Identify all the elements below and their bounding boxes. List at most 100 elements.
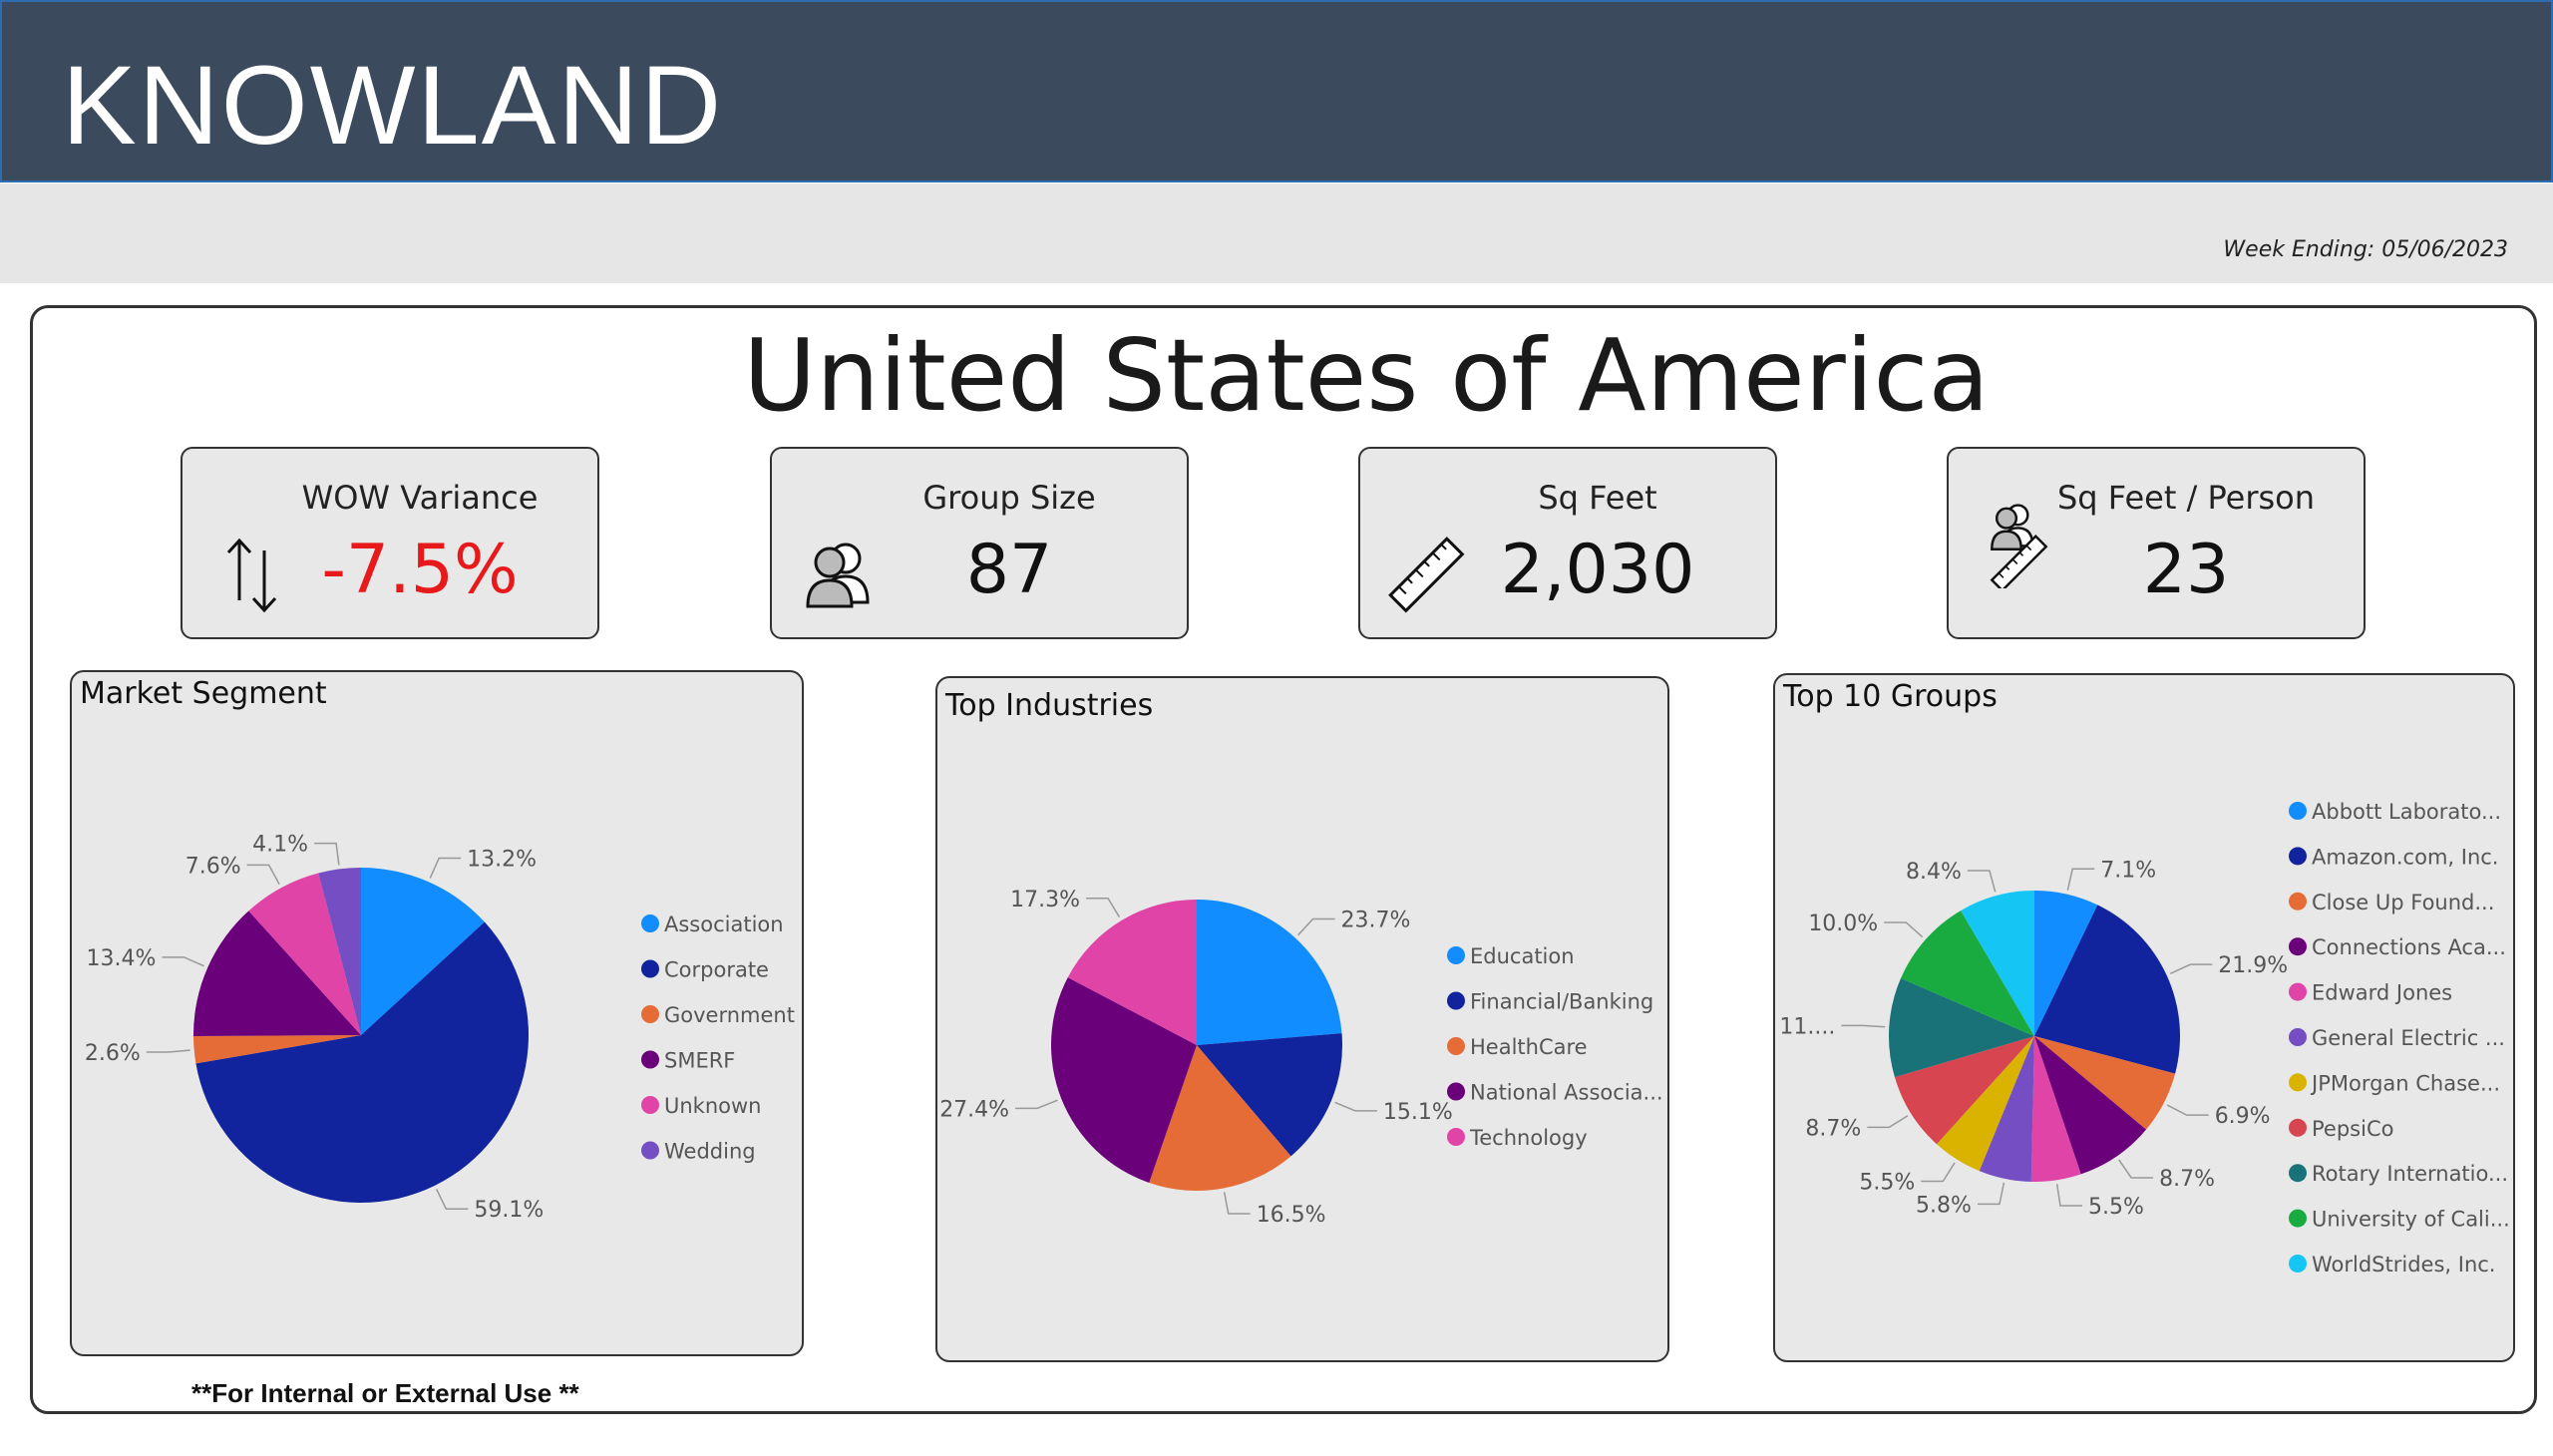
leader-line: [1086, 898, 1121, 918]
leader-line: [1297, 917, 1335, 936]
pie-slice[interactable]: [2034, 891, 2098, 1036]
pie-slice[interactable]: [1149, 1045, 1291, 1191]
data-label: 5.5%: [2088, 1195, 2144, 1220]
pie-slice[interactable]: [318, 868, 361, 1035]
legend-label[interactable]: General Electric ...: [2312, 1026, 2505, 1050]
legend-marker: [641, 1096, 659, 1114]
legend-label[interactable]: Unknown: [664, 1094, 761, 1118]
chart-title: Top 10 Groups: [1783, 679, 1998, 714]
kpi-title: Group Size: [922, 479, 1096, 517]
data-label: 10.0%: [1808, 911, 1878, 936]
pie-slice[interactable]: [1894, 1036, 2034, 1145]
pie-slice[interactable]: [1901, 910, 2034, 1036]
brand-logo-text: KNOWLAND: [62, 43, 724, 168]
leader-line: [1921, 1162, 1956, 1183]
legend-label[interactable]: Rotary Internatio...: [2312, 1162, 2508, 1186]
people-ruler-icon: [1990, 504, 2048, 588]
legend-label[interactable]: PepsiCo: [2312, 1117, 2393, 1141]
legend-marker: [2289, 1073, 2307, 1092]
pie-slice[interactable]: [1961, 891, 2034, 1036]
legend-label[interactable]: Close Up Found...: [2312, 891, 2494, 914]
legend-label[interactable]: HealthCare: [1470, 1035, 1588, 1059]
legend-marker: [1447, 946, 1465, 964]
pie-slice[interactable]: [2034, 1036, 2147, 1175]
legend-marker: [2289, 847, 2307, 866]
leader-line: [1884, 921, 1924, 938]
market-segment-chart: Market Segment 13.2% 59.1% 2.6% 13.4% 7.6% 4.…: [70, 670, 804, 1356]
pie-slice[interactable]: [1067, 900, 1197, 1045]
legend-label[interactable]: WorldStrides, Inc.: [2312, 1253, 2495, 1276]
kpi-title: Sq Feet / Person: [2056, 479, 2316, 517]
data-label: 5.5%: [1859, 1171, 1915, 1196]
pie-slice[interactable]: [361, 868, 485, 1035]
data-label: 5.8%: [1916, 1193, 1972, 1218]
header-bar: KNOWLAND: [0, 0, 2553, 182]
legend-label[interactable]: National Associa...: [1470, 1081, 1663, 1105]
top-industries-chart: Top Industries 23.7% 15.1% 16.5% 27.4% 17.3%…: [935, 676, 1669, 1362]
legend-label[interactable]: Connections Aca...: [2312, 935, 2506, 959]
leader-line: [1867, 1115, 1909, 1129]
data-label: 7.6%: [185, 854, 241, 879]
legend-marker: [1447, 991, 1465, 1010]
legend-label[interactable]: Association: [664, 912, 784, 936]
legend-label[interactable]: Government: [664, 1003, 795, 1027]
pie-slice[interactable]: [1889, 977, 2034, 1078]
legend-marker: [641, 959, 659, 978]
legend-label[interactable]: Edward Jones: [2312, 981, 2452, 1005]
legend-marker: [641, 1050, 659, 1069]
legend-label[interactable]: Technology: [1469, 1126, 1588, 1150]
data-label: 8.7%: [2159, 1167, 2215, 1192]
legend-label[interactable]: Amazon.com, Inc.: [2312, 845, 2498, 869]
pie-slice[interactable]: [1197, 1033, 1342, 1157]
legend-marker: [1447, 1082, 1465, 1101]
pie-slice[interactable]: [1979, 1036, 2034, 1182]
data-label: 59.1%: [474, 1198, 544, 1223]
kpi-card-sq-feet: Sq Feet 2,030: [1358, 447, 1777, 639]
pie-slice[interactable]: [1051, 977, 1197, 1183]
pie-slice[interactable]: [2034, 1036, 2176, 1130]
leader-line: [429, 857, 462, 879]
legend-label[interactable]: Corporate: [664, 958, 769, 982]
kpi-card-sq-feet-per-person: Sq Feet / Person 23: [1947, 447, 2366, 639]
legend-label[interactable]: Education: [1470, 944, 1575, 968]
leader-line: [2166, 1104, 2209, 1116]
pie-slice[interactable]: [2034, 905, 2180, 1074]
legend-marker: [1447, 1037, 1465, 1055]
legend-marker: [1447, 1128, 1465, 1146]
legend-label[interactable]: JPMorgan Chase...: [2310, 1071, 2500, 1095]
data-label: 16.5%: [1257, 1203, 1326, 1228]
data-label: 13.2%: [467, 847, 537, 872]
pie-slice[interactable]: [248, 873, 361, 1035]
kpi-card-group-size: Group Size 87: [770, 447, 1189, 639]
legend-label[interactable]: Wedding: [664, 1140, 756, 1164]
legend-label[interactable]: Abbott Laborato...: [2312, 800, 2501, 824]
legend-label[interactable]: Financial/Banking: [1470, 990, 1653, 1014]
kpi-value: -7.5%: [321, 531, 519, 609]
pie-slice[interactable]: [1937, 1036, 2034, 1172]
data-label: 11....: [1779, 1014, 1835, 1039]
kpi-card-wow-variance: WOW Variance -7.5%: [181, 447, 599, 639]
legend-label[interactable]: SMERF: [664, 1049, 735, 1073]
legend-marker: [641, 1141, 659, 1160]
pie-chart-svg: 13.2% 59.1% 2.6% 13.4% 7.6% 4.1% Association Co…: [85, 833, 795, 1224]
leader-line: [1223, 1192, 1251, 1215]
leader-line: [1334, 1101, 1377, 1112]
leader-line: [146, 1049, 190, 1053]
pie-slice[interactable]: [193, 910, 361, 1037]
pie-slice[interactable]: [193, 1035, 361, 1064]
pie-slice[interactable]: [1197, 900, 1342, 1045]
legend-marker: [2289, 1209, 2307, 1228]
data-label: 27.4%: [939, 1097, 1009, 1122]
legend-label[interactable]: University of Cali...: [2312, 1208, 2510, 1232]
up-down-arrows-icon: [226, 538, 277, 613]
leader-line: [246, 864, 280, 886]
data-label: 21.9%: [2218, 953, 2288, 978]
data-label: 8.4%: [1906, 860, 1962, 885]
leader-line: [2066, 868, 2095, 891]
data-label: 2.6%: [85, 1041, 141, 1066]
chart-title: Market Segment: [80, 676, 327, 711]
legend-marker: [2289, 802, 2307, 820]
pie-slice[interactable]: [2030, 1036, 2081, 1182]
pie-slice[interactable]: [195, 921, 529, 1203]
page-title: United States of America: [743, 317, 1990, 434]
